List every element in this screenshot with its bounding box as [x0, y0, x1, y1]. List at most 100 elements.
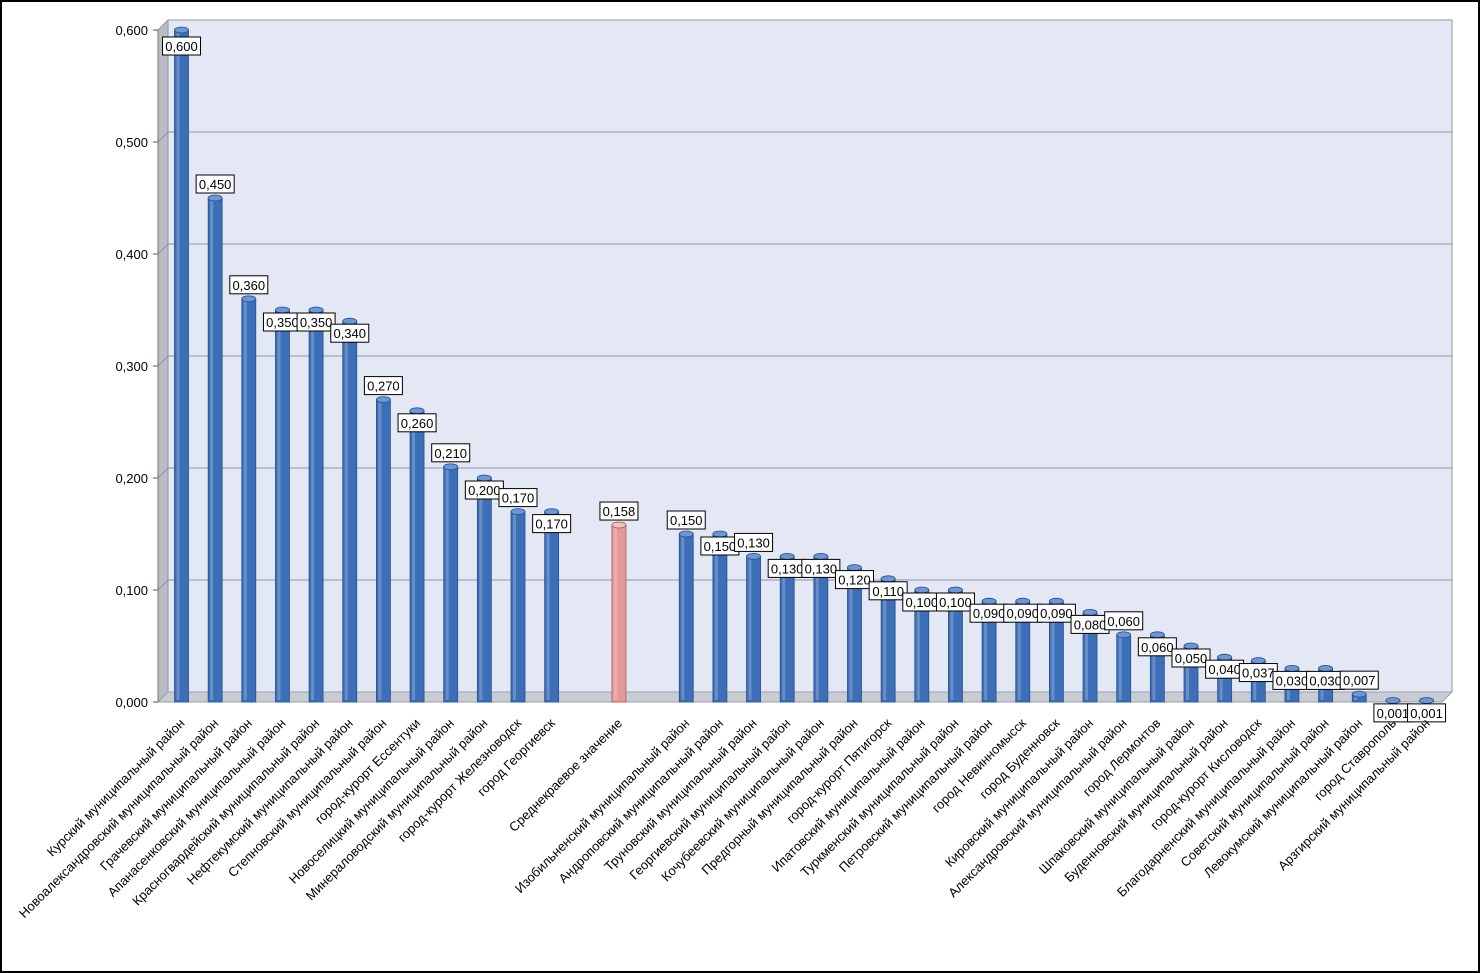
bar	[813, 553, 829, 703]
svg-text:0,340: 0,340	[333, 326, 366, 341]
bar	[779, 553, 795, 703]
gridline-diagonal	[157, 19, 169, 31]
bar	[746, 553, 761, 703]
data-label: 0,350	[296, 312, 336, 332]
svg-text:0,130: 0,130	[805, 561, 838, 576]
bar	[443, 463, 459, 703]
svg-text:0,007: 0,007	[1343, 673, 1376, 688]
svg-text:0,060: 0,060	[1141, 640, 1174, 655]
data-label: 0,050	[1171, 648, 1211, 668]
data-label: 0,100	[935, 592, 975, 612]
bar	[375, 396, 391, 703]
bar	[275, 306, 290, 703]
svg-text:0,090: 0,090	[1040, 606, 1073, 621]
gridline-diagonal	[157, 131, 169, 143]
bar	[678, 530, 694, 703]
bar	[880, 575, 896, 703]
data-label: 0,360	[229, 275, 269, 295]
data-label: 0,120	[835, 570, 874, 590]
data-label: 0,030	[1306, 670, 1346, 690]
bar	[1116, 631, 1132, 703]
svg-text:0,001: 0,001	[1410, 706, 1443, 721]
y-tick-label: 0,400	[115, 247, 148, 262]
data-label: 0,030	[1272, 670, 1312, 690]
category-label: Среднекраевое значение	[506, 716, 625, 835]
svg-text:0,260: 0,260	[401, 416, 434, 431]
svg-text:0,100: 0,100	[906, 595, 939, 610]
data-label: 0,007	[1339, 670, 1379, 690]
data-label: 0,060	[1104, 611, 1144, 631]
data-label: 0,170	[498, 488, 538, 508]
svg-text:0,080: 0,080	[1074, 617, 1107, 632]
svg-text:0,150: 0,150	[704, 539, 737, 554]
gridline-diagonal	[157, 355, 169, 367]
data-label: 0,350	[262, 312, 302, 332]
svg-text:0,001: 0,001	[1377, 706, 1410, 721]
bar	[712, 530, 728, 703]
data-label: 0,040	[1205, 659, 1245, 679]
bar	[241, 295, 257, 703]
svg-text:0,600: 0,600	[165, 39, 198, 54]
data-label: 0,260	[397, 413, 437, 433]
y-tick-label: 0,200	[115, 471, 148, 486]
svg-text:0,030: 0,030	[1309, 673, 1342, 688]
bar	[948, 586, 963, 703]
data-label: 0,210	[431, 443, 471, 463]
data-label: 0,001	[1407, 703, 1447, 723]
svg-text:0,040: 0,040	[1208, 662, 1241, 677]
data-label: 0,150	[700, 536, 740, 556]
bar	[981, 597, 997, 703]
y-tick-label: 0,500	[115, 135, 148, 150]
data-label: 0,200	[464, 480, 504, 500]
svg-text:0,110: 0,110	[872, 584, 904, 599]
svg-text:0,450: 0,450	[199, 177, 232, 192]
bar	[510, 508, 526, 703]
data-label: 0,150	[666, 510, 706, 530]
bar	[308, 306, 324, 703]
svg-text:0,030: 0,030	[1276, 673, 1309, 688]
bar	[847, 564, 862, 703]
gridline-diagonal	[157, 579, 169, 591]
svg-text:0,170: 0,170	[535, 517, 568, 532]
bar	[476, 474, 492, 703]
y-tick-label: 0,100	[115, 583, 148, 598]
data-label: 0,001	[1373, 703, 1413, 723]
data-label: 0,450	[195, 174, 235, 194]
svg-text:0,050: 0,050	[1175, 651, 1208, 666]
gridline-diagonal	[157, 243, 169, 255]
data-label: 0,110	[868, 581, 908, 601]
data-label: 0,090	[1036, 603, 1076, 623]
bar	[207, 194, 223, 703]
svg-text:0,130: 0,130	[737, 535, 770, 550]
data-label: 0,270	[363, 376, 403, 396]
data-label: 0,090	[1003, 603, 1043, 623]
bar	[1082, 609, 1098, 703]
svg-text:0,100: 0,100	[939, 595, 972, 610]
bar	[409, 407, 425, 703]
svg-text:0,210: 0,210	[434, 446, 467, 461]
data-label: 0,130	[801, 558, 841, 578]
y-tick-label: 0,300	[115, 359, 148, 374]
svg-text:0,350: 0,350	[300, 315, 333, 330]
svg-text:0,158: 0,158	[603, 504, 636, 519]
data-label: 0,600	[162, 36, 201, 56]
data-label: 0,340	[330, 323, 370, 343]
svg-text:0,037: 0,037	[1242, 666, 1275, 681]
data-label: 0,100	[902, 592, 942, 612]
y-tick-label: 0,600	[115, 23, 148, 38]
data-label: 0,130	[767, 558, 807, 578]
data-label: 0,158	[599, 501, 639, 521]
svg-text:0,350: 0,350	[266, 315, 299, 330]
svg-text:0,130: 0,130	[771, 561, 804, 576]
bar	[342, 317, 358, 703]
svg-text:0,170: 0,170	[502, 491, 535, 506]
data-label: 0,060	[1137, 637, 1177, 657]
bar	[174, 26, 189, 703]
svg-text:0,090: 0,090	[1006, 606, 1039, 621]
y-tick-label: 0,000	[115, 695, 148, 710]
data-label: 0,130	[734, 532, 774, 552]
svg-text:0,360: 0,360	[233, 278, 266, 293]
data-label: 0,170	[532, 514, 572, 534]
data-label: 0,090	[969, 603, 1009, 623]
